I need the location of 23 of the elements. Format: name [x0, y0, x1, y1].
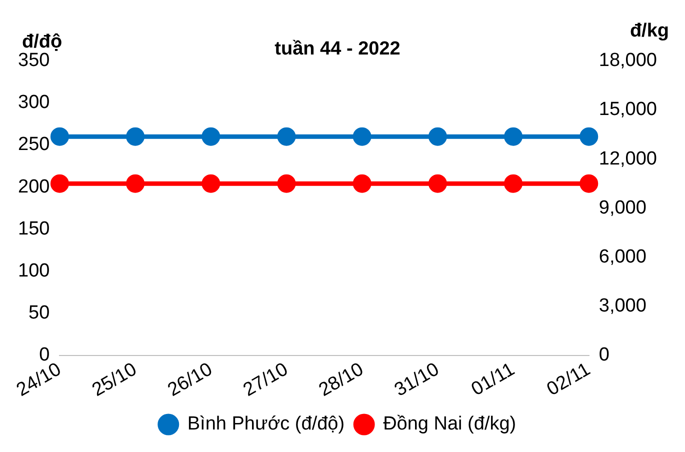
y2-tick-label: 6,000: [598, 246, 646, 268]
y2-tick-label: 3,000: [598, 296, 646, 317]
legend-label: Đồng Nai (đ/kg): [383, 414, 516, 435]
y2-tick-label: 18,000: [598, 50, 658, 72]
y-tick-label: 350: [18, 50, 50, 72]
y-tick-label: 50: [28, 302, 50, 324]
x-tick-label: 01/11: [468, 359, 518, 400]
y-axis-title: đ/độ: [22, 32, 62, 53]
y-tick-label: 300: [18, 92, 50, 114]
y-tick-label: 150: [18, 218, 50, 240]
y-tick-label: 250: [18, 134, 50, 156]
y-tick-label: 200: [18, 176, 50, 198]
y2-tick-label: 12,000: [598, 148, 658, 170]
x-tick-label: 02/11: [544, 359, 594, 400]
y-tick-label: 100: [18, 260, 50, 282]
y2-axis-title: đ/kg: [630, 20, 669, 42]
y2-tick-label: 15,000: [598, 99, 658, 120]
chart-title: tuần 44 - 2022: [274, 38, 400, 60]
y2-tick-label: 9,000: [598, 197, 646, 218]
legend-label: Bình Phước (đ/độ): [187, 414, 345, 435]
y-tick-label: 0: [39, 344, 50, 366]
y2-tick-label: 0: [598, 344, 610, 366]
x-tick-label: 31/10: [391, 359, 443, 401]
